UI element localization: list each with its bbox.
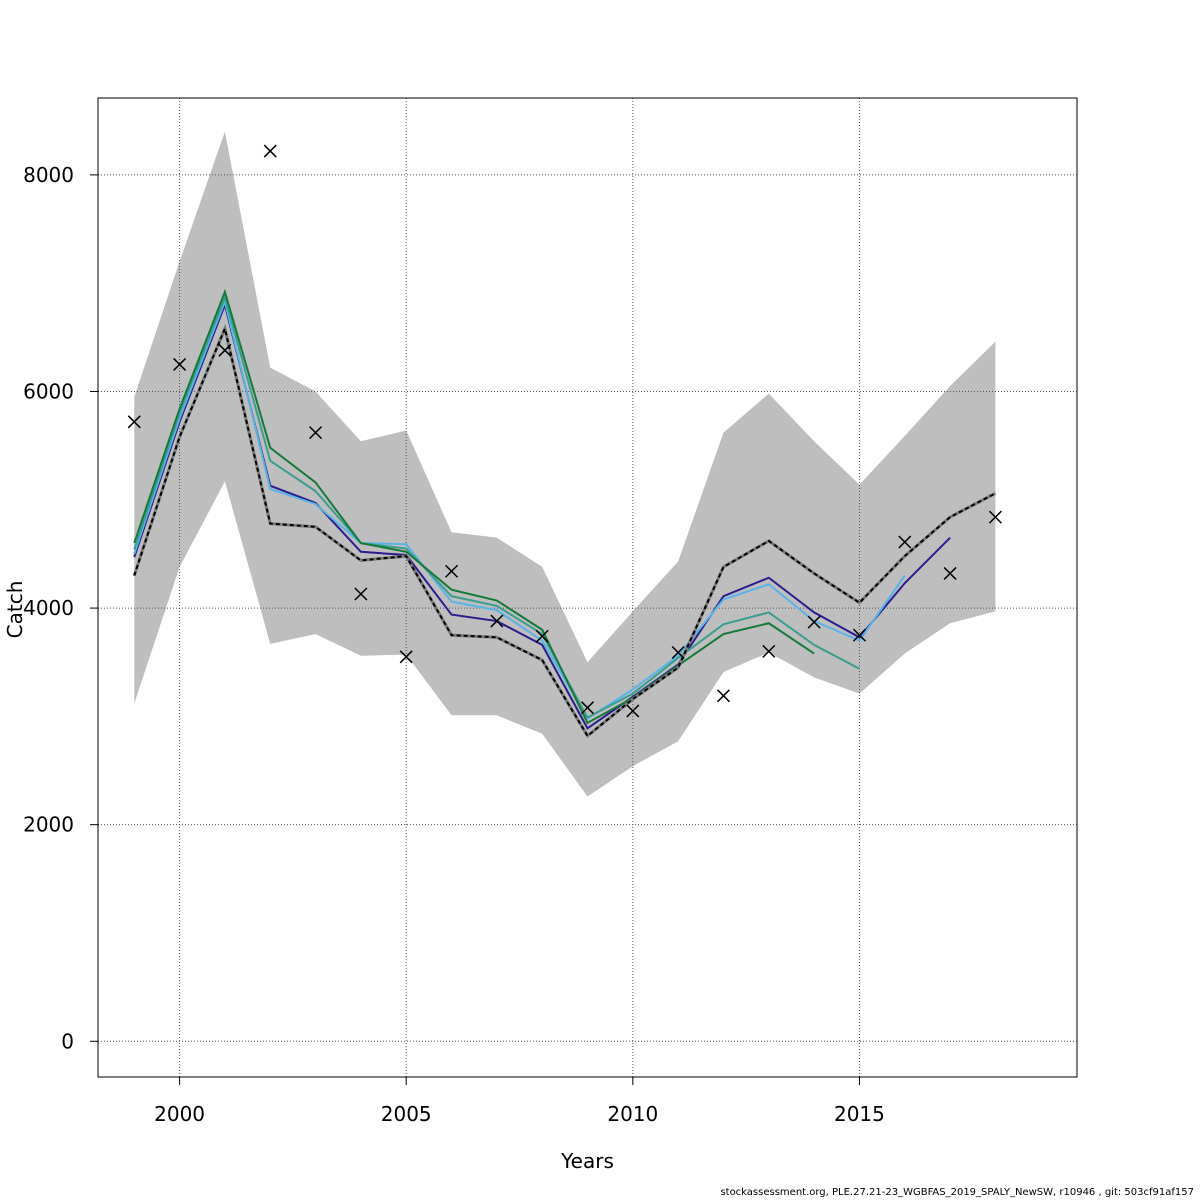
observation-point [309, 426, 323, 440]
observation-point [444, 564, 459, 578]
series-line [133, 294, 860, 719]
y-tick-label: 2000 [23, 813, 74, 837]
observation-point [852, 628, 866, 642]
x-tick-label: 2005 [381, 1102, 432, 1126]
y-axis-label: Catch [3, 581, 27, 639]
observation-point [943, 566, 957, 580]
observation-point [762, 644, 776, 658]
plot-frame [97, 97, 1078, 1078]
observation-point [263, 144, 277, 158]
x-tick-label: 2000 [154, 1102, 205, 1126]
observation-point [580, 701, 595, 715]
observation-point [218, 343, 232, 357]
axes: 2000 2005 2010 2015 0 2000 4000 6000 8000 [23, 163, 885, 1126]
series-line [133, 288, 815, 725]
series-line-dashed [133, 325, 996, 738]
y-tick-label: 6000 [23, 379, 74, 403]
x-axis-label: Years [560, 1149, 614, 1173]
observation-point [898, 535, 912, 549]
observation-point [626, 704, 640, 718]
observation-point [173, 357, 187, 371]
observation-point [988, 510, 1002, 524]
observation-point [716, 689, 731, 703]
y-tick-label: 4000 [23, 596, 74, 620]
x-tick-label: 2010 [607, 1102, 658, 1126]
grid-lines [98, 98, 1077, 1077]
observation-markers [127, 144, 1002, 718]
series-line [133, 298, 906, 720]
observation-point [535, 629, 549, 643]
observation-point [671, 645, 685, 660]
y-tick-label: 0 [61, 1029, 74, 1053]
observation-point [807, 615, 821, 629]
observation-point [127, 415, 141, 429]
y-tick-label: 8000 [23, 163, 74, 187]
footer-source-text: stockassessment.org, PLE.27.21-23_WGBFAS… [720, 1187, 1194, 1198]
observation-point [354, 587, 368, 601]
series-lines [132, 288, 997, 739]
observation-point [490, 614, 504, 628]
observation-point [399, 650, 413, 664]
x-tick-label: 2015 [834, 1102, 885, 1126]
